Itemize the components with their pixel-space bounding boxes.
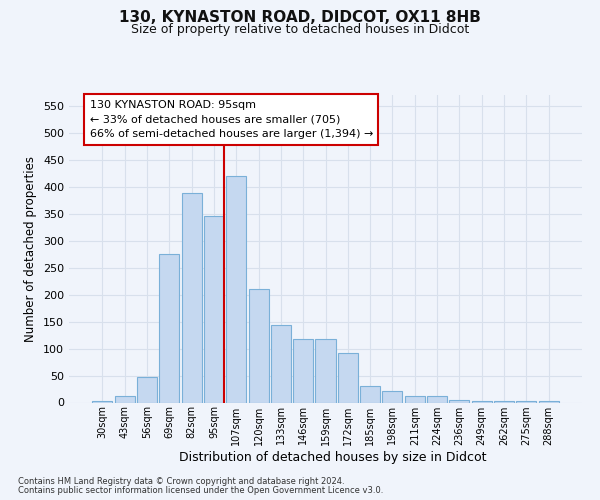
Bar <box>338 353 358 403</box>
Bar <box>182 193 202 402</box>
Bar <box>248 289 269 403</box>
Bar <box>271 326 291 402</box>
Bar <box>405 396 425 402</box>
Bar <box>204 216 224 402</box>
Bar <box>159 254 179 402</box>
Bar <box>360 386 380 402</box>
Y-axis label: Number of detached properties: Number of detached properties <box>25 156 37 342</box>
Bar <box>115 396 135 402</box>
Bar <box>316 339 335 402</box>
Text: 130, KYNASTON ROAD, DIDCOT, OX11 8HB: 130, KYNASTON ROAD, DIDCOT, OX11 8HB <box>119 10 481 25</box>
Bar <box>293 339 313 402</box>
Bar <box>472 401 492 402</box>
Text: Distribution of detached houses by size in Didcot: Distribution of detached houses by size … <box>179 451 487 464</box>
Text: 130 KYNASTON ROAD: 95sqm
← 33% of detached houses are smaller (705)
66% of semi-: 130 KYNASTON ROAD: 95sqm ← 33% of detach… <box>89 100 373 139</box>
Bar <box>226 176 246 402</box>
Bar <box>137 376 157 402</box>
Bar <box>427 396 447 402</box>
Text: Contains public sector information licensed under the Open Government Licence v3: Contains public sector information licen… <box>18 486 383 495</box>
Text: Contains HM Land Registry data © Crown copyright and database right 2024.: Contains HM Land Registry data © Crown c… <box>18 477 344 486</box>
Bar <box>382 390 403 402</box>
Bar <box>449 400 469 402</box>
Text: Size of property relative to detached houses in Didcot: Size of property relative to detached ho… <box>131 24 469 36</box>
